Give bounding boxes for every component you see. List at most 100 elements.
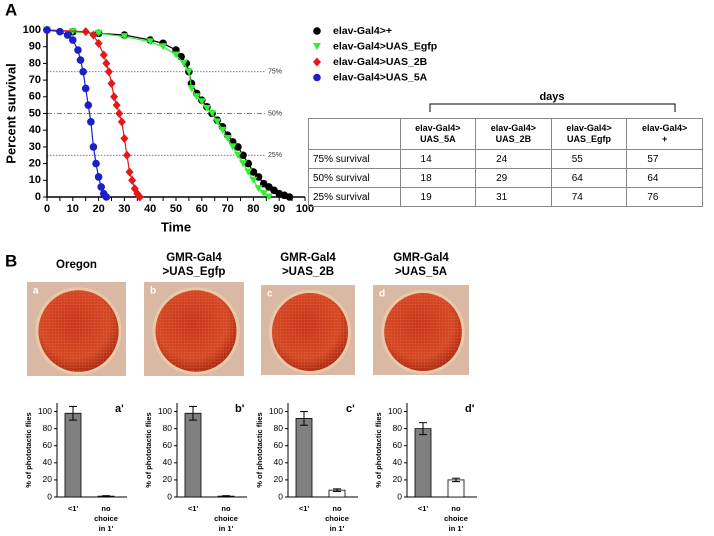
data-point xyxy=(102,58,111,68)
data-point xyxy=(254,173,263,181)
table-header-row: elav-Gal4> UAS_5A elav-Gal4> UAS_2B elav-Gal… xyxy=(308,118,703,150)
y-tick-label: 60 xyxy=(393,440,403,450)
photo-letter: c xyxy=(267,289,273,300)
reference-label: 50% xyxy=(268,110,282,117)
table-cell: 50% survival xyxy=(308,168,401,188)
y-tick-label: 80 xyxy=(393,423,403,433)
table-cell: 55 xyxy=(550,149,628,169)
data-point xyxy=(43,26,51,34)
header-line: elav-Gal4> xyxy=(642,123,688,133)
y-tick-label: 0 xyxy=(35,191,41,203)
data-point xyxy=(89,30,98,40)
data-point xyxy=(110,92,119,102)
data-point xyxy=(120,33,129,41)
y-axis-label: % of phototactic flies xyxy=(374,412,383,487)
data-point xyxy=(97,183,105,191)
x-tick-label: 40 xyxy=(144,203,156,215)
data-point xyxy=(208,110,217,117)
x-tick-label: no choice in 1' xyxy=(214,504,238,533)
header-line: UAS_Egfp xyxy=(567,134,612,144)
data-point xyxy=(249,176,258,184)
x-tick-label: no choice in 1' xyxy=(444,504,468,533)
data-point xyxy=(249,168,258,176)
data-point xyxy=(159,43,168,51)
table-caption: days xyxy=(539,91,564,103)
data-point xyxy=(135,192,144,202)
x-tick-label: 70 xyxy=(221,203,233,215)
reference-label: 75% xyxy=(268,69,282,76)
panel-title: GMR-Gal4 xyxy=(393,252,449,264)
survival-table: elav-Gal4> UAS_5A elav-Gal4> UAS_2B elav-Gal… xyxy=(308,118,703,207)
data-point xyxy=(69,36,77,44)
y-tick-label: 20 xyxy=(29,158,41,170)
panel-label: B xyxy=(5,251,17,270)
x-tick-label: 50 xyxy=(170,203,182,215)
data-point xyxy=(179,59,188,67)
data-point xyxy=(128,175,137,185)
panel-title: >UAS_5A xyxy=(395,266,447,278)
y-tick-label: 70 xyxy=(29,74,41,86)
data-point xyxy=(81,84,90,93)
error-bar xyxy=(300,411,308,426)
table-row: 75% survival 14 24 55 57 xyxy=(308,149,703,169)
panel-label: A xyxy=(5,0,17,19)
data-point xyxy=(264,193,273,201)
eye-facets xyxy=(38,290,119,372)
bar xyxy=(64,412,82,498)
x-tick-label: <1' xyxy=(188,504,199,513)
data-point xyxy=(84,101,93,109)
panel-corner-label: d' xyxy=(465,403,475,415)
y-tick-label: 20 xyxy=(393,474,403,484)
legend-label: elav-Gal4>UAS_2B xyxy=(333,56,428,68)
y-tick-label: 100 xyxy=(158,406,172,416)
data-point xyxy=(56,27,64,36)
legend-label: elav-Gal4>+ xyxy=(333,25,392,37)
table-cell: 64 xyxy=(550,168,628,188)
y-tick-label: 0 xyxy=(397,491,402,501)
eye-facets xyxy=(156,290,236,372)
panel-title: >UAS_2B xyxy=(282,266,334,278)
panel-title: GMR-Gal4 xyxy=(280,252,336,264)
panel-corner-label: b' xyxy=(235,403,245,415)
data-point xyxy=(239,160,248,168)
data-point xyxy=(81,27,90,37)
y-tick-label: 100 xyxy=(38,406,52,416)
table-header-cell: elav-Gal4> UAS_5A xyxy=(399,118,477,150)
y-tick-label: 50 xyxy=(29,107,41,119)
x-tick-label: <1' xyxy=(418,504,429,513)
table-cell: 19 xyxy=(399,187,477,207)
x-tick-label: <1' xyxy=(299,504,310,513)
data-point xyxy=(79,67,87,76)
y-tick-label: 20 xyxy=(163,474,173,484)
table-cell: 76 xyxy=(626,187,703,207)
data-point xyxy=(122,150,131,160)
header-line: UAS_5A xyxy=(420,134,456,144)
data-point xyxy=(184,68,193,76)
table-header-cell: elav-Gal4> UAS_Egfp xyxy=(550,118,628,150)
header-line: + xyxy=(662,134,668,144)
error-bar xyxy=(419,422,427,436)
data-point xyxy=(102,193,111,201)
legend-marker xyxy=(313,43,321,50)
bracket xyxy=(429,103,676,112)
table-cell: 64 xyxy=(626,168,703,188)
x-tick-label: 80 xyxy=(247,203,259,215)
table-cell: 14 xyxy=(399,149,477,169)
legend-marker xyxy=(313,57,321,67)
table-header-cell: elav-Gal4> UAS_2B xyxy=(475,118,552,150)
legend-label: elav-Gal4>UAS_5A xyxy=(333,71,428,83)
photo-letter: b xyxy=(150,286,156,297)
data-point xyxy=(239,151,247,160)
y-tick-label: 60 xyxy=(163,440,173,450)
bar xyxy=(184,412,202,498)
y-tick-label: 0 xyxy=(47,491,52,501)
data-point xyxy=(192,93,201,101)
table-header-cell: elav-Gal4> + xyxy=(626,118,703,150)
error-bar xyxy=(189,405,197,421)
y-tick-label: 0 xyxy=(278,491,283,501)
y-tick-label: 40 xyxy=(393,457,403,467)
y-tick-label: 60 xyxy=(29,91,41,103)
y-tick-label: 40 xyxy=(163,457,173,467)
x-axis-label: Time xyxy=(161,219,191,234)
data-point xyxy=(285,193,294,201)
